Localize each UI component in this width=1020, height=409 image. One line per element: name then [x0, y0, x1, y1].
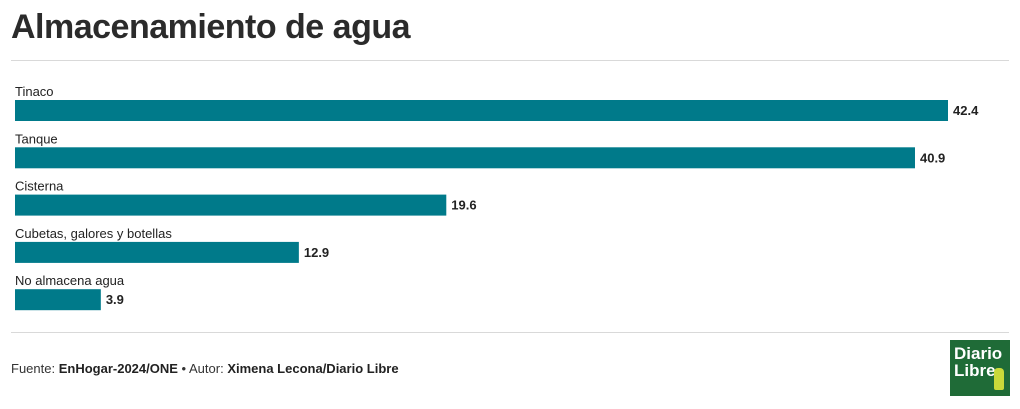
- value-label: 12.9: [304, 245, 329, 260]
- source-label: Fuente:: [11, 361, 56, 376]
- author-value: Ximena Lecona/Diario Libre: [227, 361, 399, 376]
- logo-line-1: Diario: [954, 344, 1003, 363]
- logo-figure-icon: [994, 368, 1004, 390]
- category-label: Tinaco: [15, 84, 54, 99]
- author-label: Autor:: [189, 361, 224, 376]
- category-label: Tanque: [15, 131, 58, 146]
- value-label: 3.9: [106, 292, 124, 307]
- value-label: 40.9: [920, 150, 945, 165]
- value-label: 19.6: [451, 198, 476, 213]
- bar: [15, 289, 101, 311]
- bar: [15, 100, 948, 121]
- category-label: Cisterna: [15, 179, 64, 194]
- value-label: 42.4: [953, 103, 979, 118]
- diario-libre-logo: Diario Libre: [950, 340, 1010, 396]
- bar: [15, 194, 447, 216]
- bar: [15, 147, 915, 169]
- category-label: No almacena agua: [15, 273, 125, 288]
- bar: [15, 241, 299, 263]
- chart-title: Almacenamiento de agua: [11, 8, 411, 46]
- separator: •: [181, 361, 187, 376]
- source-value: EnHogar-2024/ONE: [58, 361, 178, 376]
- logo-line-2: Libre: [954, 361, 996, 380]
- footer-credits: Fuente: EnHogar-2024/ONE • Autor: Ximena…: [11, 361, 399, 376]
- bottom-divider: [11, 332, 1009, 333]
- top-divider: [11, 60, 1009, 61]
- category-label: Cubetas, galores y botellas: [15, 226, 172, 241]
- bar-chart: Tinaco 42.4 Tanque 40.9 Cisterna 19.6 Cubetas,…: [15, 84, 979, 311]
